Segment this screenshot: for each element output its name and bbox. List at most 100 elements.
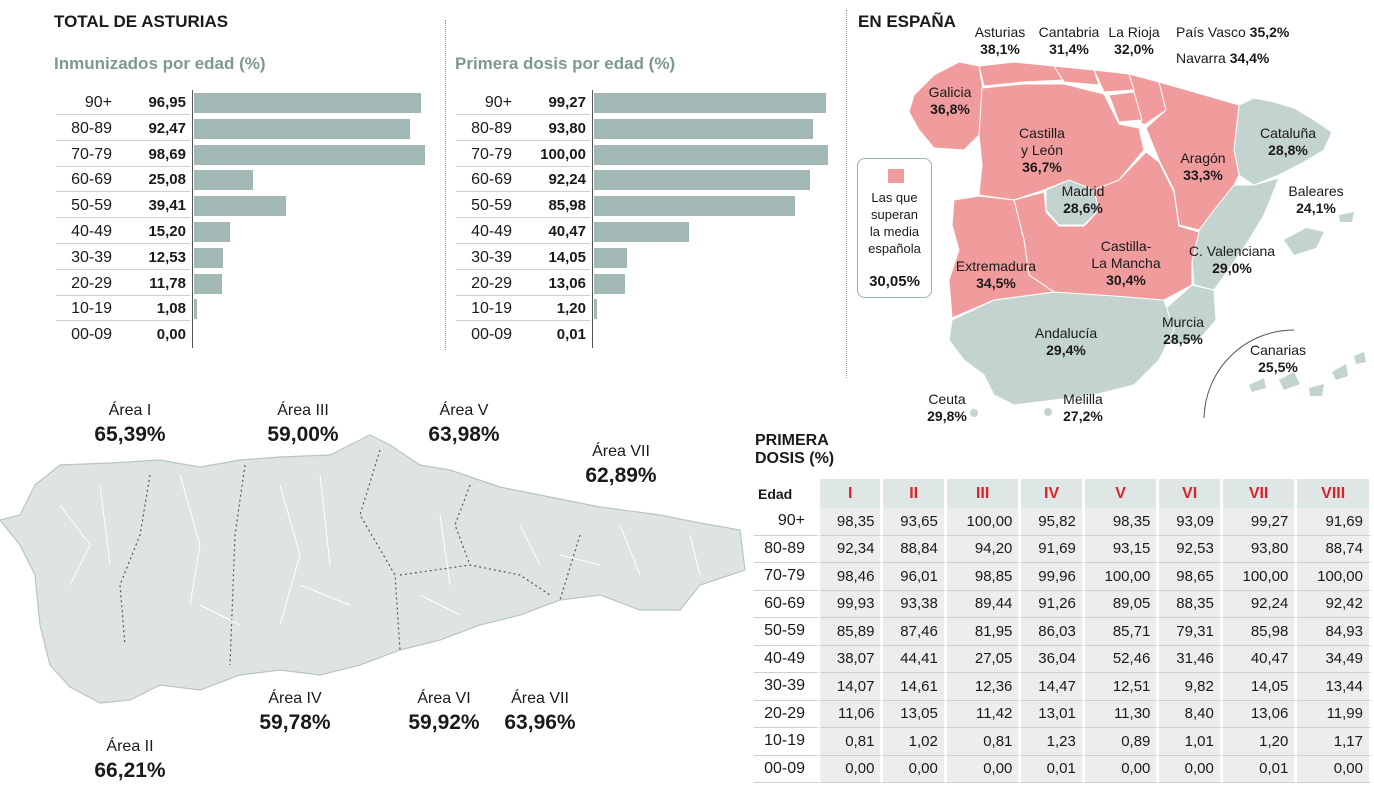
chart1-row: 20-29 11,78 [56, 271, 436, 296]
label-galicia: Galicia 36,8% [928, 84, 972, 117]
table-cell: 1,02 [883, 728, 947, 756]
table-cell: 93,38 [883, 590, 947, 618]
table-cell: 91,26 [1021, 590, 1085, 618]
label-murcia: Murcia 28,5% [1161, 314, 1204, 347]
chart1-row: 80-89 92,47 [56, 116, 436, 141]
chart2-category-label: 50-59 [471, 197, 512, 215]
label-baleares: Baleares 24,1% [1288, 183, 1344, 216]
table-header-col: V [1084, 479, 1160, 508]
table-row: 30-39 14,07 14,61 12,36 14,47 12,51 9,82 14,05 1… [754, 673, 1372, 701]
table-row-age: 10-19 [754, 728, 820, 756]
chart2-value-label: 99,27 [548, 94, 586, 111]
map-region-canarias [1249, 352, 1366, 396]
map-region-aragon [1145, 81, 1240, 231]
chart1-bar-table: 90+ 96,95 80-89 92,47 70-79 98,69 60-69 25,08 50… [56, 90, 436, 350]
chart1-value-label: 11,78 [149, 274, 186, 292]
map-region-baleares [1284, 212, 1354, 255]
chart2-row-separator [456, 320, 590, 322]
table-cell: 93,80 [1222, 535, 1298, 563]
label-castillaleon: Castilla y León 36,7% [1019, 125, 1065, 175]
area-label-III: Área III [277, 402, 329, 419]
map-region-melilla [1044, 408, 1052, 416]
chart2-category-label: 90+ [484, 94, 512, 111]
label-andalucia: Andalucía 29,4% [1034, 325, 1098, 358]
table-cell: 13,01 [1021, 700, 1085, 728]
chart2-row-separator [456, 139, 590, 141]
chart2-row: 30-39 14,05 [456, 245, 836, 270]
chart2-row: 00-09 0,01 [456, 322, 836, 347]
table-cell: 88,35 [1159, 590, 1223, 618]
table-row: 80-89 92,34 88,84 94,20 91,69 93,15 92,53 93,80… [754, 535, 1372, 563]
table-cell: 0,81 [820, 728, 884, 756]
chart1-bar [194, 247, 224, 268]
map-region-ceuta [970, 409, 978, 417]
chart1-title: Inmunizados por edad (%) [54, 54, 266, 73]
table-cell: 100,00 [946, 508, 1022, 536]
map-region-castillamancha [1013, 151, 1200, 301]
area-value-II: 66,21% [94, 759, 166, 782]
table-cell: 100,00 [1297, 563, 1372, 591]
label-ceuta: Ceuta 29,8% [927, 391, 967, 424]
chart2-bar [594, 93, 827, 113]
label-navarra: Navarra 34,4% [1176, 50, 1270, 66]
chart1-value-label: 25,08 [148, 171, 186, 189]
table-cell: 12,51 [1084, 673, 1160, 701]
chart1-bar [194, 196, 287, 217]
table-cell: 88,84 [883, 535, 947, 563]
area-label-VII-bottom: Área VII [511, 690, 569, 707]
table-cell: 0,00 [1159, 755, 1223, 783]
table-cell: 85,71 [1084, 618, 1160, 646]
area-label-V: Área V [439, 402, 489, 419]
area-label-VI: Área VI [417, 690, 471, 707]
table-header-col: VIII [1297, 479, 1372, 508]
table-cell: 27,05 [946, 645, 1022, 673]
chart1-axis [192, 90, 193, 348]
chart2-row: 50-59 85,98 [456, 193, 836, 219]
chart2-value-label: 40,47 [548, 223, 586, 240]
table-row: 60-69 99,93 93,38 89,44 91,26 89,05 88,35 92,24… [754, 590, 1372, 618]
table-cell: 0,81 [946, 728, 1022, 756]
chart2-row-separator [456, 294, 590, 296]
chart1-row-separator [56, 114, 190, 115]
chart1-bar [194, 273, 222, 294]
table-header-col: II [883, 479, 947, 508]
chart2-category-label: 00-09 [471, 326, 512, 344]
legend-text: Las que superan la media española [868, 190, 921, 256]
area-value-I: 65,39% [94, 423, 166, 446]
main-title: TOTAL DE ASTURIAS [54, 12, 229, 31]
area-value-V: 63,98% [428, 423, 500, 446]
area-label-II: Área II [106, 738, 154, 755]
map-region-larioja [1108, 91, 1143, 123]
area-value-VII-bottom: 63,96% [504, 711, 576, 734]
table-cell: 85,89 [820, 618, 884, 646]
table-cell: 0,00 [946, 755, 1022, 783]
table-cell: 1,23 [1021, 728, 1085, 756]
chart2-value-label: 92,24 [548, 171, 586, 189]
chart1-row-separator [56, 268, 190, 270]
label-cantabria: Cantabria 31,4% [1038, 24, 1100, 57]
table-cell: 9,82 [1159, 673, 1223, 701]
chart2-value-label: 13,06 [548, 274, 586, 292]
label-valenciana: C. Valenciana 29,0% [1188, 243, 1276, 276]
table-cell: 13,06 [1222, 700, 1298, 728]
table-cell: 88,74 [1297, 535, 1372, 563]
municipal-boundaries [59, 474, 701, 626]
chart1-category-label: 60-69 [71, 171, 112, 189]
chart1-row-separator [56, 191, 190, 193]
chart1-value-label: 12,53 [148, 248, 186, 266]
table-cell: 0,00 [1084, 755, 1160, 783]
table-cell: 92,53 [1159, 535, 1223, 563]
chart2-value-label: 93,80 [548, 119, 586, 137]
table-header-col: IV [1021, 479, 1085, 508]
table-cell: 95,82 [1021, 508, 1085, 536]
table-row-age: 20-29 [754, 700, 820, 728]
table-row-age: 70-79 [754, 563, 820, 591]
chart1-row-separator [56, 294, 190, 296]
first-dose-table: Edad I II III IV V VI VII VIII 90+ 98,35 93,65 100… [754, 479, 1372, 783]
table-cell: 89,05 [1084, 590, 1160, 618]
table-cell: 99,93 [820, 590, 884, 618]
table-cell: 14,61 [883, 673, 947, 701]
chart2-row-separator [456, 191, 590, 193]
chart2-value-label: 100,00 [540, 145, 586, 163]
table-cell: 14,47 [1021, 673, 1085, 701]
